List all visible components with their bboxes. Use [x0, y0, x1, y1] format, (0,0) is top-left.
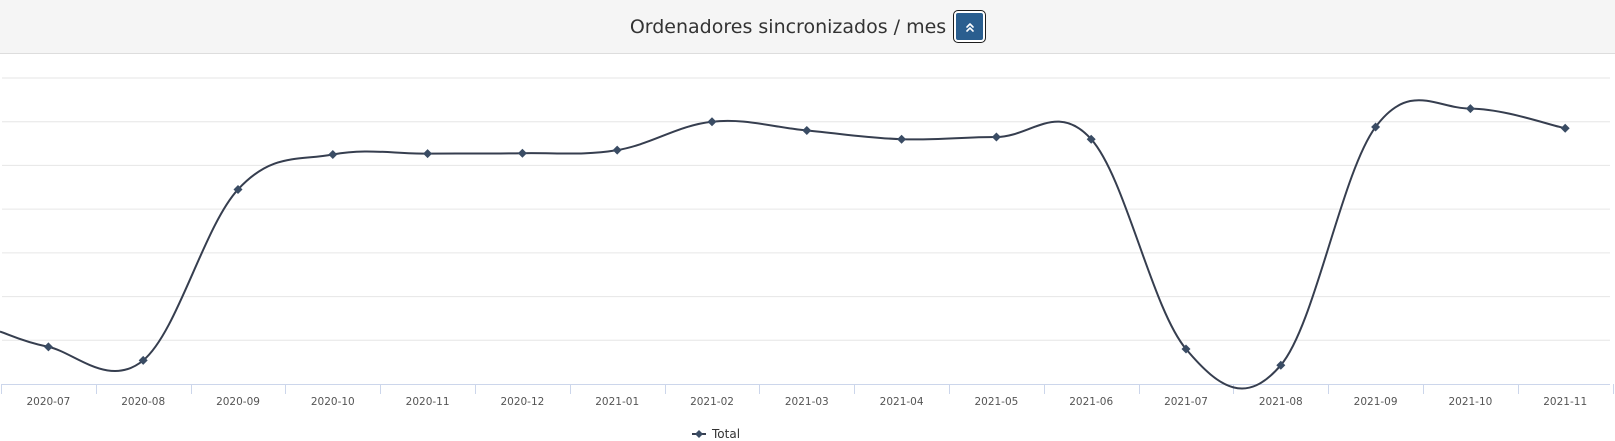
panel-header: Ordenadores sincronizados / mes	[0, 0, 1615, 54]
grid-lines	[2, 77, 1610, 341]
panel-title: Ordenadores sincronizados / mes	[629, 15, 947, 38]
x-tick-label: 2021-06	[1069, 396, 1113, 408]
x-tick-label: 2021-03	[785, 396, 829, 408]
data-point[interactable]	[1560, 123, 1570, 133]
legend: Total	[692, 427, 740, 441]
series-total	[0, 99, 1570, 390]
x-tick-label: 2020-11	[406, 396, 450, 408]
data-point[interactable]	[1181, 344, 1191, 354]
series-line	[0, 99, 1566, 390]
data-point[interactable]	[1086, 134, 1096, 144]
x-tick-label: 2021-08	[1259, 396, 1303, 408]
x-tick-label: 2021-11	[1543, 396, 1587, 408]
collapse-button[interactable]	[953, 10, 987, 43]
data-point[interactable]	[991, 132, 1001, 142]
data-point[interactable]	[423, 149, 433, 159]
data-point[interactable]	[233, 184, 243, 194]
data-point[interactable]	[517, 148, 527, 158]
line-chart: 2020-07 2020-08 2020-09 2020-10 2020-11 2020-…	[0, 77, 1614, 441]
chart-area: 2020-07 2020-08 2020-09 2020-10 2020-11 2020-…	[0, 54, 1615, 441]
data-point[interactable]	[707, 117, 717, 127]
x-axis: 2020-07 2020-08 2020-09 2020-10 2020-11 2020-…	[1, 384, 1614, 408]
data-point[interactable]	[328, 150, 338, 159]
data-point[interactable]	[612, 145, 622, 155]
x-tick-label: 2021-05	[974, 396, 1018, 408]
x-tick-label: 2020-09	[216, 396, 260, 408]
x-tick-label: 2021-02	[690, 396, 734, 408]
x-tick-label: 2021-07	[1164, 396, 1208, 408]
data-point[interactable]	[43, 342, 53, 352]
data-point[interactable]	[1371, 122, 1381, 132]
x-tick-label: 2021-10	[1448, 396, 1492, 408]
x-tick-label: 2021-09	[1354, 396, 1398, 408]
legend-marker	[695, 430, 703, 438]
double-chevron-up-icon	[965, 22, 974, 32]
data-point[interactable]	[1276, 360, 1286, 370]
legend-label[interactable]: Total	[711, 427, 740, 441]
x-tick-label: 2021-01	[595, 396, 639, 408]
data-point[interactable]	[1465, 104, 1475, 114]
x-tick-label: 2020-12	[500, 396, 544, 408]
x-tick-label: 2020-10	[311, 396, 355, 408]
data-point[interactable]	[802, 125, 812, 135]
data-point[interactable]	[138, 355, 148, 365]
x-tick-label: 2020-07	[26, 396, 70, 408]
x-tick-label: 2021-04	[880, 396, 924, 408]
x-tick-label: 2020-08	[121, 396, 165, 408]
data-point[interactable]	[897, 134, 907, 144]
